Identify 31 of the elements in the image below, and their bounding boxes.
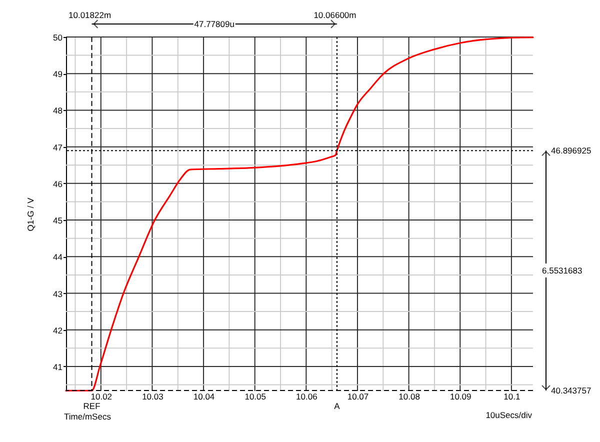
text: 10.06600m xyxy=(314,10,356,20)
x-tick-label: 10.06 xyxy=(296,392,318,402)
ref-line-label: 46.896925 xyxy=(551,146,592,156)
x-tick-label: 10.09 xyxy=(450,392,472,402)
y-tick-label: 49 xyxy=(53,69,63,80)
x-tick-label: 10.03 xyxy=(142,392,164,402)
y-tick-label: 41 xyxy=(53,362,63,372)
text: 10uSecs/div xyxy=(486,410,533,420)
x-axis-title: Time/mSecs xyxy=(64,412,111,422)
text: 47.77809u xyxy=(194,19,235,29)
line-series xyxy=(65,36,534,392)
text: 6.5531683 xyxy=(542,266,582,276)
y-tick-label: 46 xyxy=(53,178,63,189)
text: 10.01822m xyxy=(68,10,112,20)
x-tick-label: 10.04 xyxy=(193,392,215,402)
y-tick-label: 47 xyxy=(53,142,63,152)
y-tick-label: 43 xyxy=(53,288,63,299)
x-tick-label: 10.05 xyxy=(244,392,266,402)
y-tick-label: 48 xyxy=(53,106,63,116)
y-axis-title: Q1-G / V xyxy=(26,197,36,232)
ref-line-label: REF xyxy=(83,401,100,411)
x-tick-label: 10.02 xyxy=(90,392,112,402)
ref-line-label: A xyxy=(334,401,340,411)
x-tick-label: 10.07 xyxy=(347,392,369,402)
y-tick-label: 44 xyxy=(53,252,63,262)
y-tick-label: 42 xyxy=(53,325,63,336)
x-tick-label: 10.1 xyxy=(504,392,520,402)
x-tick-label: 10.08 xyxy=(398,392,420,402)
y-tick-label: 45 xyxy=(53,216,63,226)
y-tick-label: 50 xyxy=(53,32,63,42)
ref-line-label: 40.343757 xyxy=(551,385,592,396)
